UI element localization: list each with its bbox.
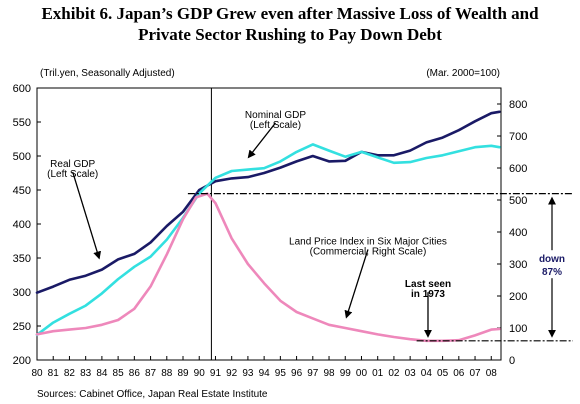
annotation-text: Real GDP — [50, 159, 95, 170]
real-gdp-line — [35, 143, 501, 337]
x-tick-label: 81 — [48, 368, 60, 379]
left-tick-label: 500 — [13, 151, 31, 163]
left-tick-label: 450 — [13, 185, 31, 197]
x-tick-label: 05 — [437, 368, 449, 379]
annotation-arrow — [344, 249, 369, 319]
x-tick-label: 01 — [372, 368, 384, 379]
left-tick-label: 200 — [13, 355, 31, 367]
left-axis-note: (Tril.yen, Seasonally Adjusted) — [40, 68, 175, 79]
x-tick-label: 89 — [177, 368, 189, 379]
x-tick-label: 07 — [469, 368, 481, 379]
x-tick-label: 04 — [421, 368, 433, 379]
x-tick-label: 94 — [259, 368, 271, 379]
left-tick-label: 300 — [13, 287, 31, 299]
x-tick-label: 03 — [405, 368, 417, 379]
x-tick-label: 95 — [275, 368, 287, 379]
x-tick-label: 88 — [161, 368, 173, 379]
annotation-text: Nominal GDP — [245, 110, 306, 121]
chart-title-line1: Exhibit 6. Japan’s GDP Grew even after M… — [41, 4, 539, 23]
x-tick-label: 96 — [291, 368, 303, 379]
x-tick-label: 87 — [145, 368, 157, 379]
source-note: Sources: Cabinet Office, Japan Real Esta… — [37, 389, 268, 400]
x-tick-label: 83 — [80, 368, 92, 379]
annotation-text: in 1973 — [411, 289, 445, 300]
nominal-gdp-line — [35, 110, 501, 294]
x-tick-label: 84 — [96, 368, 108, 379]
right-tick-label: 600 — [509, 163, 527, 175]
x-tick-label: 82 — [64, 368, 76, 379]
series-layer — [35, 110, 501, 343]
x-tick-label: 02 — [388, 368, 400, 379]
decline-label-down: down — [539, 254, 565, 265]
annotation-text: (Commercial, Right Scale) — [310, 247, 427, 258]
x-tick-label: 93 — [242, 368, 254, 379]
x-tick-label: 00 — [356, 368, 368, 379]
left-tick-label: 400 — [13, 219, 31, 231]
right-tick-label: 100 — [509, 323, 527, 335]
x-tick-label: 90 — [194, 368, 206, 379]
annotation-text: Last seen — [405, 279, 451, 290]
right-tick-label: 0 — [509, 355, 515, 367]
x-tick-label: 06 — [453, 368, 465, 379]
right-tick-label: 800 — [509, 99, 527, 111]
right-axis: 0 100 200 300 400 500 600 700 800 — [497, 99, 527, 367]
x-tick-label: 92 — [226, 368, 238, 379]
right-tick-label: 400 — [509, 227, 527, 239]
x-axis: 80 81 82 83 84 85 86 87 88 89 90 91 92 93 94 95 96 97 98 99… — [31, 356, 497, 379]
left-axis: 200 250 300 350 400 450 500 550 600 — [13, 83, 41, 367]
annotation-text: (Left Scale) — [250, 120, 301, 131]
right-tick-label: 200 — [509, 291, 527, 303]
annotation-text: Land Price Index in Six Major Cities — [289, 236, 447, 247]
x-tick-label: 86 — [129, 368, 141, 379]
right-tick-label: 500 — [509, 195, 527, 207]
decline-label-background — [536, 250, 568, 279]
left-tick-label: 600 — [13, 83, 31, 95]
annotation-arrow — [72, 171, 102, 260]
x-tick-label: 99 — [340, 368, 352, 379]
right-tick-label: 700 — [509, 131, 527, 143]
x-tick-label: 08 — [486, 368, 498, 379]
right-tick-label: 300 — [509, 259, 527, 271]
annotations: Nominal GDP(Left Scale)Real GDP(Left Sca… — [47, 110, 451, 338]
decline-label-percent: 87% — [542, 267, 562, 278]
left-tick-label: 250 — [13, 321, 31, 333]
chart-title: Exhibit 6. Japan’s GDP Grew even after M… — [0, 3, 580, 45]
x-tick-label: 91 — [210, 368, 222, 379]
x-tick-label: 97 — [307, 368, 319, 379]
x-tick-label: 85 — [113, 368, 125, 379]
annotation-text: (Left Scale) — [47, 169, 98, 180]
chart-title-line2: Private Sector Rushing to Pay Down Debt — [138, 25, 442, 44]
right-axis-note: (Mar. 2000=100) — [426, 68, 500, 79]
x-tick-label: 80 — [31, 368, 43, 379]
annotation-arrow — [247, 122, 277, 159]
left-tick-label: 550 — [13, 117, 31, 129]
left-tick-label: 350 — [13, 253, 31, 265]
x-tick-label: 98 — [323, 368, 335, 379]
